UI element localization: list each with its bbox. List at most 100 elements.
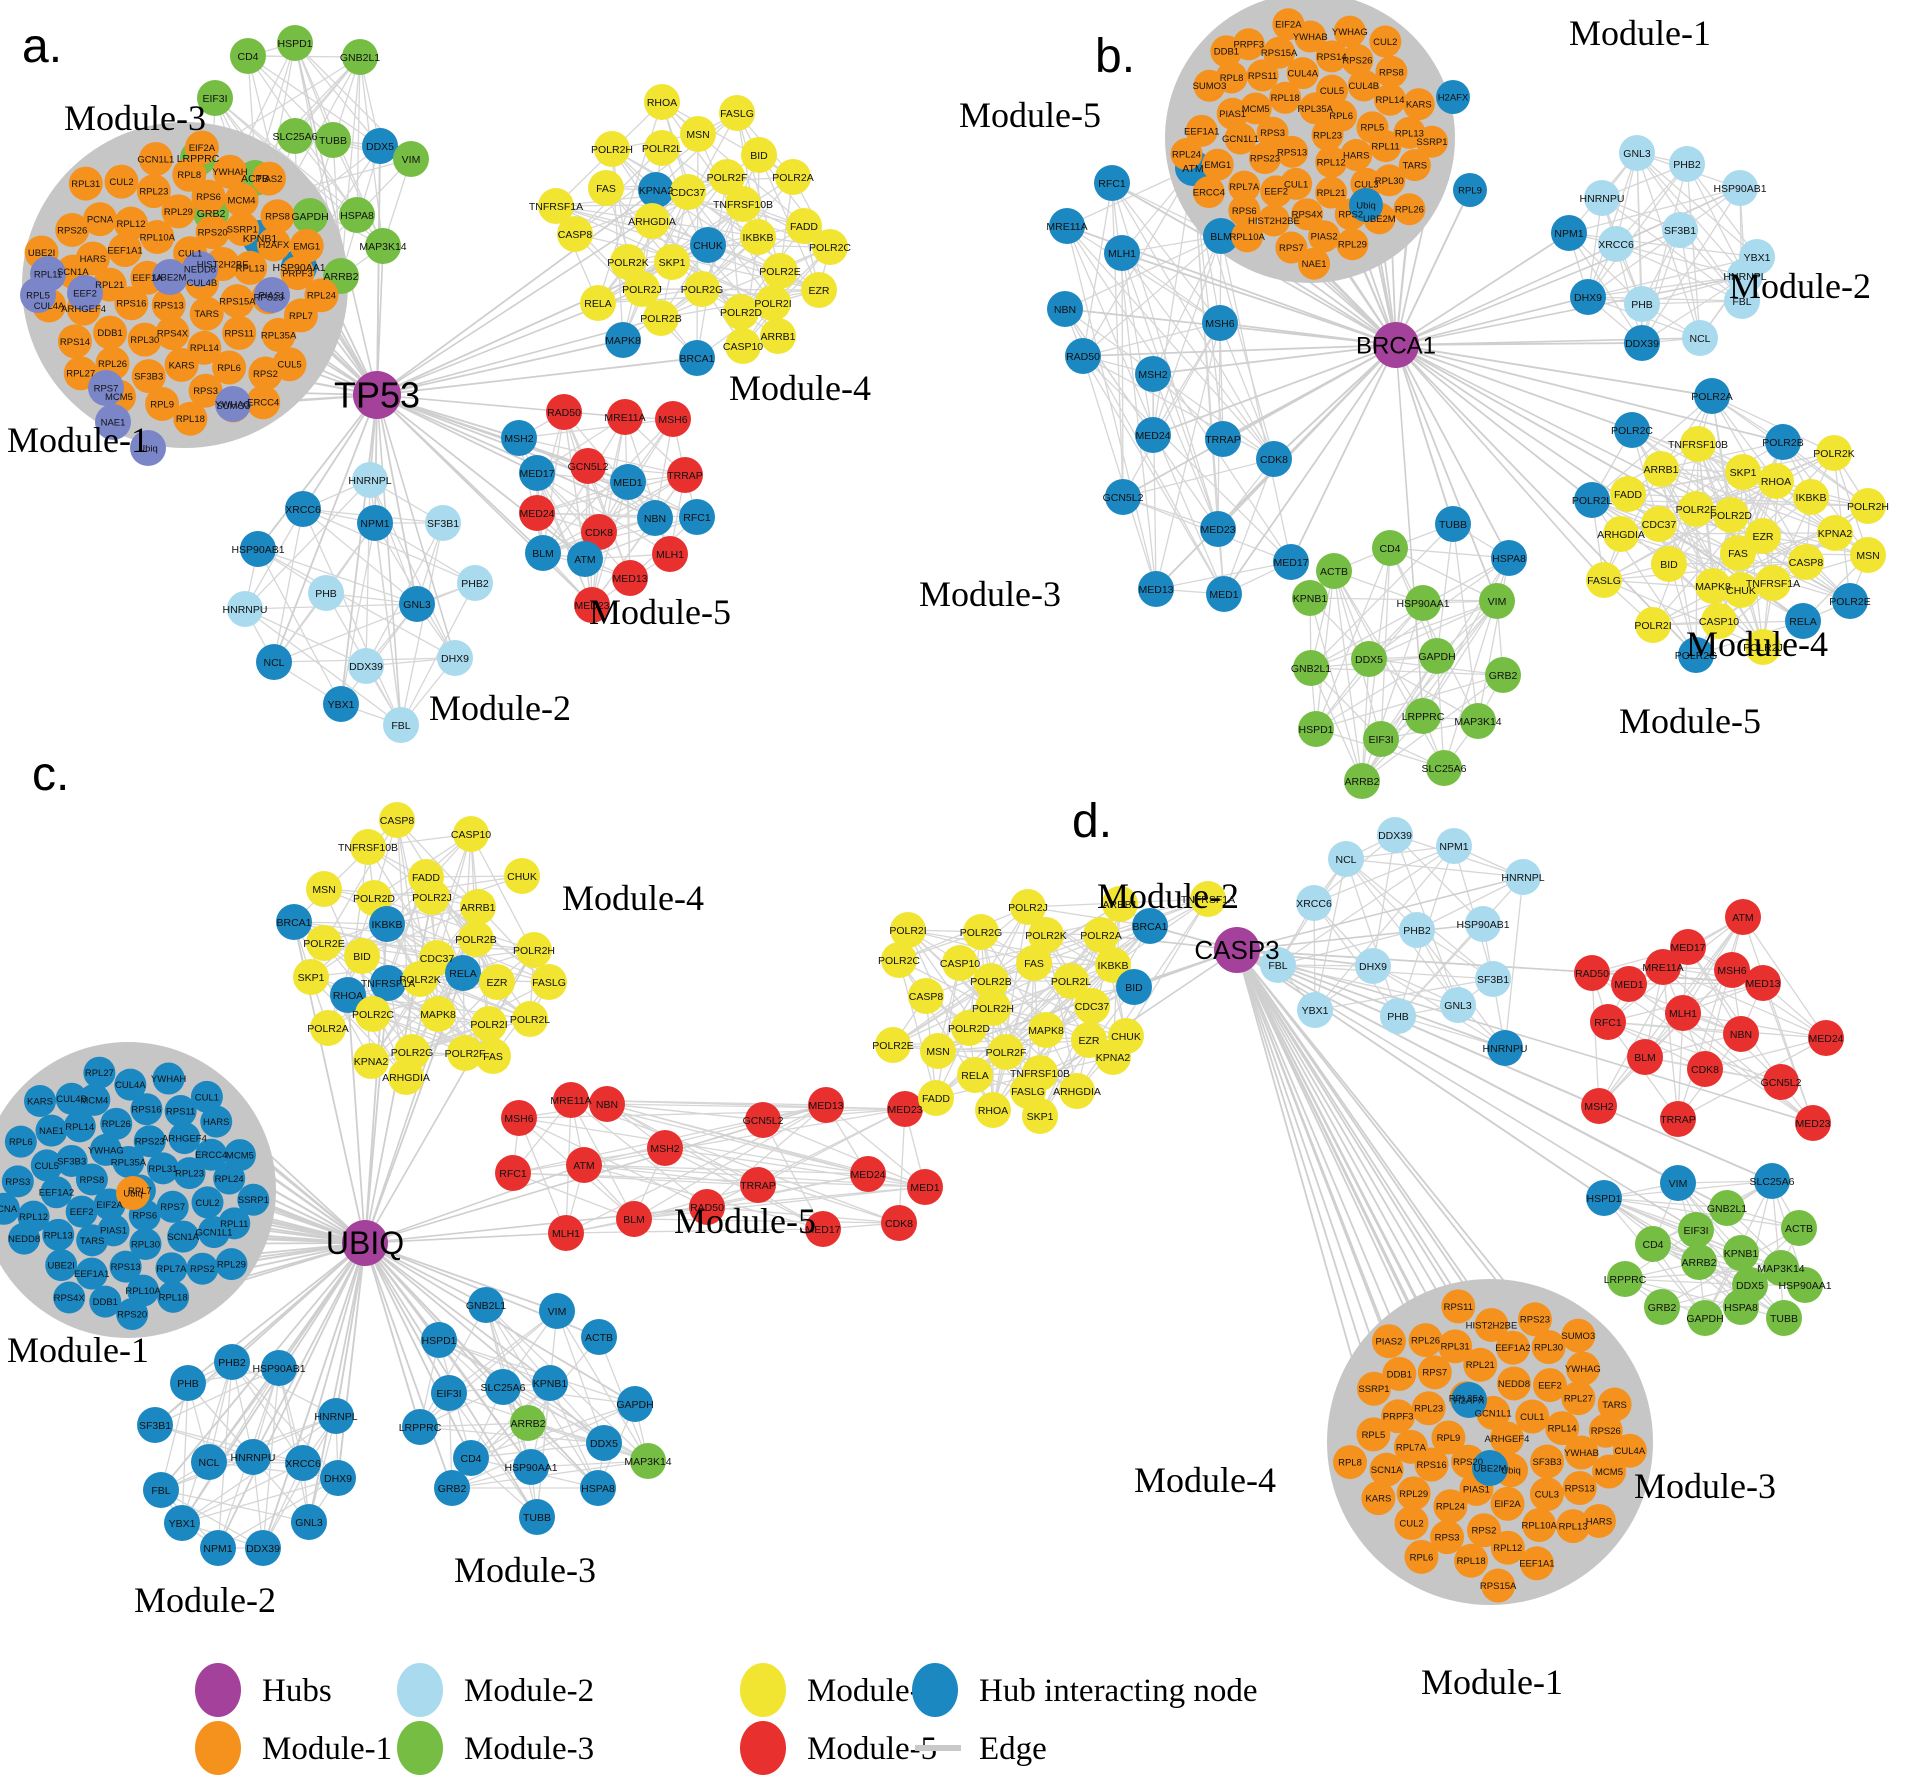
node-ARHGDIA[interactable] bbox=[1603, 516, 1639, 552]
node-CASP8[interactable] bbox=[908, 978, 944, 1014]
node-ERCC4[interactable] bbox=[1192, 176, 1225, 209]
node-GNL3[interactable] bbox=[291, 1504, 327, 1540]
node-CUL4A[interactable] bbox=[114, 1068, 147, 1101]
node-RPL24[interactable] bbox=[1170, 138, 1203, 171]
node-RPL7A[interactable] bbox=[1393, 1429, 1428, 1464]
node-KPNA2[interactable] bbox=[1817, 515, 1853, 551]
node-Ubiq[interactable] bbox=[116, 1176, 150, 1210]
node-MAPK8[interactable] bbox=[605, 322, 641, 358]
node-RPL14[interactable] bbox=[1545, 1411, 1580, 1446]
node-SLC25A6[interactable] bbox=[1754, 1163, 1790, 1199]
node-RELA[interactable] bbox=[1785, 603, 1821, 639]
node-UBE2I[interactable] bbox=[45, 1249, 78, 1282]
node-HSPA8[interactable] bbox=[339, 197, 375, 233]
node-EEF2[interactable] bbox=[1260, 175, 1293, 208]
node-NCL[interactable] bbox=[1328, 841, 1364, 877]
node-POLR2J[interactable] bbox=[624, 271, 660, 307]
node-POLR2C[interactable] bbox=[881, 942, 917, 978]
node-HSPA8[interactable] bbox=[580, 1470, 616, 1506]
node-EIF3I[interactable] bbox=[431, 1375, 467, 1411]
node-VIM[interactable] bbox=[393, 141, 429, 177]
node-HSPA8[interactable] bbox=[1723, 1289, 1759, 1325]
node-RPS2[interactable] bbox=[1466, 1513, 1501, 1548]
node-GNL3[interactable] bbox=[1619, 135, 1655, 171]
node-MED17[interactable] bbox=[519, 455, 555, 491]
node-RPL11[interactable] bbox=[218, 1207, 251, 1240]
node-POLR2B[interactable] bbox=[1765, 424, 1801, 460]
node-SF3B3[interactable] bbox=[55, 1144, 88, 1177]
node-MED13[interactable] bbox=[1745, 965, 1781, 1001]
node-YWHAG[interactable] bbox=[1565, 1351, 1600, 1386]
node-RPS3[interactable] bbox=[1256, 116, 1289, 149]
node-MSH6[interactable] bbox=[1714, 952, 1750, 988]
node-RPS8[interactable] bbox=[260, 199, 295, 234]
node-CUL2[interactable] bbox=[1369, 25, 1402, 58]
node-FASLG[interactable] bbox=[719, 95, 755, 131]
node-SKP1[interactable] bbox=[654, 244, 690, 280]
node-NCL[interactable] bbox=[256, 644, 292, 680]
node-MSN[interactable] bbox=[680, 116, 716, 152]
node-LRPPRC[interactable] bbox=[1405, 698, 1441, 734]
node-KPNB1[interactable] bbox=[532, 1365, 568, 1401]
node-MCM4[interactable] bbox=[78, 1083, 111, 1116]
node-MED1[interactable] bbox=[610, 464, 646, 500]
node-GNB2L1[interactable] bbox=[342, 39, 378, 75]
node-EZR[interactable] bbox=[479, 964, 515, 1000]
node-RPL35A[interactable] bbox=[261, 317, 296, 352]
node-GRB2[interactable] bbox=[434, 1470, 470, 1506]
node-GCN5L2[interactable] bbox=[570, 448, 606, 484]
node-NPM1[interactable] bbox=[1436, 828, 1472, 864]
node-ATM[interactable] bbox=[1725, 899, 1761, 935]
node-MED23[interactable] bbox=[1200, 511, 1236, 547]
node-IKBKB[interactable] bbox=[740, 219, 776, 255]
node-HSP90AB1[interactable] bbox=[1722, 170, 1758, 206]
node-CUL4B[interactable] bbox=[55, 1082, 88, 1115]
node-DHX9[interactable] bbox=[1570, 279, 1606, 315]
node-GAPDH[interactable] bbox=[1419, 638, 1455, 674]
node-EEF1A1[interactable] bbox=[1185, 114, 1218, 147]
node-RPS7[interactable] bbox=[1417, 1355, 1452, 1390]
node-POLR2J[interactable] bbox=[1010, 889, 1046, 925]
node-MSH6[interactable] bbox=[655, 401, 691, 437]
node-HNRNPL[interactable] bbox=[318, 1398, 354, 1434]
node-NPM1[interactable] bbox=[200, 1530, 236, 1566]
node-TNFRSF10B[interactable] bbox=[1680, 426, 1716, 462]
node-RPL6[interactable] bbox=[1404, 1539, 1439, 1574]
node-RPS20[interactable] bbox=[195, 215, 230, 250]
node-KPNA2[interactable] bbox=[1095, 1039, 1131, 1075]
node-MSN[interactable] bbox=[920, 1033, 956, 1069]
node-YWHAG[interactable] bbox=[89, 1133, 122, 1166]
node-VIM[interactable] bbox=[1479, 583, 1515, 619]
node-CASP10[interactable] bbox=[453, 816, 489, 852]
node-SF3B1[interactable] bbox=[425, 505, 461, 541]
node-TNFRSF1A[interactable] bbox=[1190, 881, 1226, 917]
node-POLR2H[interactable] bbox=[594, 131, 630, 167]
node-MED13[interactable] bbox=[808, 1087, 844, 1123]
node-TRRAP[interactable] bbox=[1205, 421, 1241, 457]
node-HSPD1[interactable] bbox=[277, 25, 313, 61]
node-RFC1[interactable] bbox=[1094, 165, 1130, 201]
node-UBE2M[interactable] bbox=[1472, 1450, 1508, 1486]
node-FBL[interactable] bbox=[383, 707, 419, 743]
node-ARHGEF4[interactable] bbox=[1489, 1421, 1524, 1456]
node-MAPK8[interactable] bbox=[1695, 568, 1731, 604]
node-CDK8[interactable] bbox=[881, 1205, 917, 1241]
node-SF3B3[interactable] bbox=[131, 359, 166, 394]
node-POLR2E[interactable] bbox=[875, 1027, 911, 1063]
node-RPS16[interactable] bbox=[130, 1093, 163, 1126]
node-BID[interactable] bbox=[344, 938, 380, 974]
node-MRE11A[interactable] bbox=[553, 1082, 589, 1118]
node-MAP3K14[interactable] bbox=[630, 1443, 666, 1479]
node-RPL10A[interactable] bbox=[140, 219, 175, 254]
node-POLR2L[interactable] bbox=[512, 1001, 548, 1037]
node-TUBB[interactable] bbox=[1435, 506, 1471, 542]
node-HNRNPL[interactable] bbox=[1505, 859, 1541, 895]
node-CDC37[interactable] bbox=[1641, 506, 1677, 542]
node-POLR2A[interactable] bbox=[775, 159, 811, 195]
node-RPS3[interactable] bbox=[188, 373, 223, 408]
hub-node-UBIQ[interactable] bbox=[342, 1220, 388, 1266]
node-TNFRSF1A[interactable] bbox=[1755, 565, 1791, 601]
node-FADD[interactable] bbox=[1610, 476, 1646, 512]
node-BLM[interactable] bbox=[616, 1201, 652, 1237]
node-ACTB[interactable] bbox=[1781, 1210, 1817, 1246]
